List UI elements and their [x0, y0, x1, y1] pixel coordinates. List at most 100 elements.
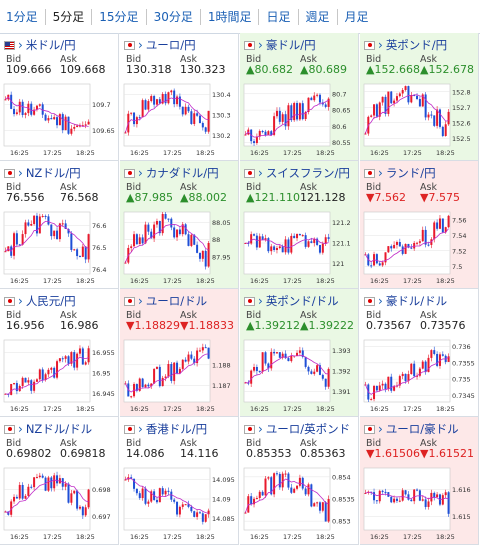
candle-body: [395, 96, 398, 101]
pair-title[interactable]: › スイスフラン/円: [244, 165, 350, 181]
rate-card[interactable]: › 人民元/円 Bid Ask 16.956 16.986 16.955 16.95 16.94…: [0, 289, 119, 417]
pair-title[interactable]: › 米ドル/円: [4, 37, 76, 53]
x-tick-label: 18:25: [316, 405, 335, 413]
candle-body: [410, 247, 413, 249]
candle-body: [70, 233, 73, 250]
x-tick-label: 16:25: [370, 277, 389, 285]
candle-body: [278, 246, 281, 248]
candle-body: [155, 366, 158, 369]
pair-title[interactable]: › ユーロ/英ポンド: [244, 421, 350, 437]
rate-card[interactable]: › 英ポンド/ドル Bid Ask ▲1.39212 ▲1.39222 1.393 1.392…: [240, 289, 359, 417]
candle-body: [424, 229, 427, 245]
y-tick-label: 130.3: [212, 112, 231, 120]
candle-body: [290, 487, 293, 493]
rate-card[interactable]: › 香港ドル/円 Bid Ask 14.086 14.116 14.095 14.09 14.0…: [120, 417, 239, 545]
rate-card[interactable]: › 豪ドル/ドル Bid Ask 0.73567 0.73576 0.736 0.7355 0.…: [360, 289, 479, 417]
candle-body: [4, 99, 7, 101]
tab-0[interactable]: 1分足: [6, 9, 38, 24]
rate-card[interactable]: › カナダドル/円 Bid Ask ▲87.985 ▲88.002 88.05 88 87.95…: [120, 161, 239, 289]
rate-card[interactable]: › NZドル/ドル Bid Ask 0.69802 0.69818 0.698 0.697 16…: [0, 417, 119, 545]
candle-body: [204, 250, 207, 267]
candle-body: [167, 363, 170, 377]
moving-average-line: [245, 238, 329, 249]
tab-3[interactable]: 30分足: [145, 8, 200, 25]
bid-value: 0.85353: [246, 447, 292, 460]
candle-body: [76, 125, 79, 127]
rate-card[interactable]: › ユーロ/ドル Bid Ask ▼1.18829 ▼1.18833 1.188 1.187 1…: [120, 289, 239, 417]
rate-card[interactable]: › ユーロ/英ポンド Bid Ask 0.85353 0.85363 0.854 0.8535…: [240, 417, 359, 545]
bid-label: Bid: [6, 310, 22, 321]
bid-value: ▲80.682: [246, 63, 293, 76]
rate-card[interactable]: › ランド/円 Bid Ask ▼7.562 ▼7.575 7.56 7.54 7.52 7.5 1…: [360, 161, 479, 289]
candle-body: [158, 99, 161, 104]
candle-body: [184, 224, 187, 235]
candle-body: [387, 246, 390, 253]
candle-body: [178, 229, 181, 235]
rate-card[interactable]: › ユーロ/円 Bid Ask 130.318 130.323 130.4 130.3 130.…: [120, 33, 239, 161]
candle-body: [427, 244, 430, 246]
pair-title[interactable]: › 英ポンド/円: [364, 37, 447, 53]
candle-body: [47, 477, 50, 491]
bid-label: Bid: [246, 438, 262, 449]
candle-body: [264, 352, 267, 364]
bid-label: Bid: [366, 438, 382, 449]
candle-body: [47, 118, 50, 121]
pair-title[interactable]: › 英ポンド/ドル: [244, 293, 339, 309]
pair-title[interactable]: › ランド/円: [364, 165, 436, 181]
pair-title[interactable]: › 豪ドル/ドル: [364, 293, 447, 309]
candle-body: [81, 348, 84, 365]
candle-body: [418, 241, 421, 243]
tab-2[interactable]: 15分足: [91, 8, 145, 25]
pair-title[interactable]: › 豪ドル/円: [244, 37, 316, 53]
candle-body: [170, 218, 173, 228]
candle-body: [287, 358, 290, 362]
rate-card[interactable]: › スイスフラン/円 Bid Ask ▲121.110 121.128 121.2 121.1…: [240, 161, 359, 289]
tab-6[interactable]: 週足: [297, 8, 337, 25]
candle-body: [327, 237, 330, 239]
candle-body: [58, 358, 61, 362]
candle-body: [298, 103, 301, 120]
x-tick-label: 17:25: [163, 149, 182, 157]
ask-label: Ask: [180, 54, 197, 65]
ask-value: 76.568: [60, 191, 99, 204]
tab-7[interactable]: 月足: [336, 8, 376, 25]
tab-4[interactable]: 1時間足: [199, 8, 259, 25]
candle-body: [307, 484, 310, 495]
eu-flag-icon: [124, 40, 135, 50]
candle-body: [278, 352, 281, 358]
rate-card[interactable]: › NZドル/円 Bid Ask 76.556 76.568 76.6 76.5 76.4 16:…: [0, 161, 119, 289]
pair-title[interactable]: › 人民元/円: [4, 293, 76, 309]
bid-value: ▼7.562: [366, 191, 406, 204]
ask-value: 0.69818: [60, 447, 106, 460]
rate-card[interactable]: › ユーロ/豪ドル Bid Ask ▼1.61506 ▼1.61521 1.616 1.615…: [360, 417, 479, 545]
chevron-right-icon: ›: [378, 422, 383, 436]
chevron-right-icon: ›: [378, 166, 383, 180]
candle-body: [373, 492, 376, 501]
candle-body: [290, 235, 293, 253]
candle-body: [313, 371, 316, 374]
rate-card[interactable]: › 米ドル/円 Bid Ask 109.666 109.668 109.7 109.65 16:…: [0, 33, 119, 161]
tab-1[interactable]: 5分足: [44, 8, 92, 25]
candle-body: [301, 350, 304, 357]
y-tick-label: 16.95: [92, 370, 111, 378]
pair-title[interactable]: › カナダドル/円: [124, 165, 219, 181]
candle-body: [293, 103, 296, 121]
tab-5[interactable]: 日足: [258, 8, 297, 25]
bid-label: Bid: [126, 310, 142, 321]
rate-card[interactable]: › 英ポンド/円 Bid Ask ▲152.668 ▲152.678 152.8 152.7 1…: [360, 33, 479, 161]
candle-body: [310, 241, 313, 243]
pair-title[interactable]: › NZドル/ドル: [4, 421, 92, 437]
pair-title[interactable]: › NZドル/円: [4, 165, 81, 181]
x-tick-label: 16:25: [250, 533, 269, 541]
x-tick-label: 17:25: [283, 277, 302, 285]
pair-title[interactable]: › ユーロ/豪ドル: [364, 421, 459, 437]
candle-body: [378, 102, 381, 117]
pair-title[interactable]: › 香港ドル/円: [124, 421, 207, 437]
candle-body: [135, 117, 138, 125]
pair-title[interactable]: › ユーロ/ドル: [124, 293, 207, 309]
rate-card[interactable]: › 豪ドル/円 Bid Ask ▲80.682 ▲80.689 80.7 80.65 80.6 8…: [240, 33, 359, 161]
pair-title[interactable]: › ユーロ/円: [124, 37, 196, 53]
candle-body: [384, 383, 387, 390]
candle-body: [378, 490, 381, 502]
chart-plot-area: [123, 339, 211, 403]
